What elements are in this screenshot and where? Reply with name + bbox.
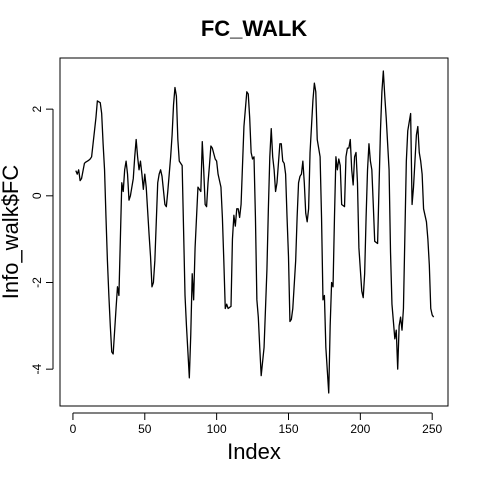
x-tick-label: 150 bbox=[278, 422, 298, 436]
plot-frame bbox=[59, 57, 449, 407]
x-tick-label: 250 bbox=[422, 422, 442, 436]
y-tick-label: -2 bbox=[30, 277, 44, 288]
data-line bbox=[75, 70, 435, 394]
x-tick-label: 50 bbox=[138, 422, 152, 436]
x-axis-label: Index bbox=[227, 439, 281, 464]
y-tick-label: 0 bbox=[30, 192, 44, 199]
chart-title: FC_WALK bbox=[201, 16, 307, 41]
y-tick-label: -4 bbox=[30, 364, 44, 375]
x-tick-label: 0 bbox=[70, 422, 77, 436]
y-tick-label: 2 bbox=[30, 105, 44, 112]
x-tick-label: 200 bbox=[350, 422, 370, 436]
x-tick-label: 100 bbox=[207, 422, 227, 436]
y-axis-label: Info_walk$FC bbox=[0, 165, 23, 300]
